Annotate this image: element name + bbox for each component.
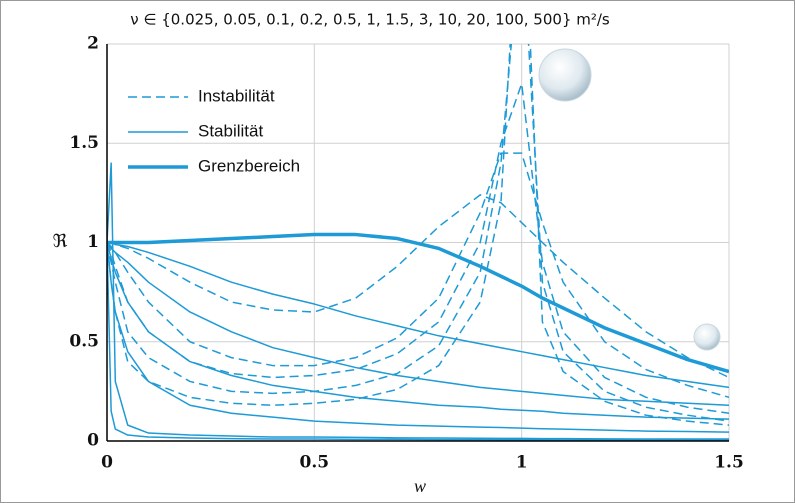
y-axis-label: ℜ [53, 231, 68, 251]
series-line [107, 242, 729, 420]
y-tick-label: 1.5 [69, 133, 99, 153]
legend: Instabilität Stabilität Grenzbereich [128, 86, 300, 175]
bubble-icon [538, 48, 592, 102]
x-tick-label: 0 [101, 453, 113, 473]
legend-label: Stabilität [198, 121, 263, 140]
x-tick-label: 1 [516, 453, 528, 473]
x-tick-label: 1.5 [714, 453, 744, 473]
x-tick-label: 0.5 [300, 453, 330, 473]
y-tick-label: 0 [87, 431, 99, 451]
x-axis-label: w [414, 476, 426, 496]
series-line [107, 152, 729, 399]
chart-title: ν ∈ {0.025, 0.05, 0.1, 0.2, 0.5, 1, 1.5,… [130, 11, 610, 29]
series-line [107, 242, 729, 407]
series-line [107, 194, 729, 379]
legend-label: Grenzbereich [198, 156, 300, 175]
series-line [107, 232, 729, 374]
plot-area [107, 44, 729, 441]
series-line [107, 242, 729, 433]
series-line [107, 242, 729, 441]
series-line [107, 44, 729, 422]
series-line [107, 241, 729, 389]
series-line [107, 162, 729, 440]
series-line [107, 44, 729, 426]
bubble-icon [693, 323, 721, 351]
y-tick-label: 0.5 [69, 331, 99, 351]
legend-label: Instabilität [198, 86, 275, 105]
y-tick-label: 1 [87, 232, 99, 252]
y-tick-label: 2 [87, 34, 99, 54]
